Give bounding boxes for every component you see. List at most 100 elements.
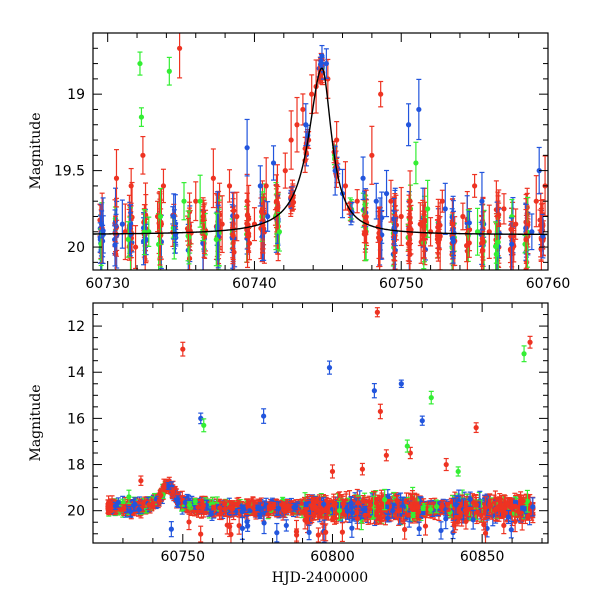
model-curve [93,67,548,236]
top-point [176,45,183,51]
top-point [417,221,423,227]
top-point [439,198,445,204]
top-point [363,214,369,220]
top-point [474,229,481,235]
top-point [300,106,306,113]
top-point [234,213,240,220]
top-point [244,145,250,151]
top-point [434,236,441,242]
bottom-data-points [105,307,536,543]
top-point [137,60,143,67]
top-point [132,244,139,250]
top-light-curve-panel: 60730 60740 60750 60760 19 19.5 20 Magnitude [28,32,571,292]
top-point [294,122,300,128]
top-point [160,183,167,189]
top-point [479,198,485,204]
top-point [303,122,309,128]
top-point [523,236,529,243]
top-point [460,213,466,220]
top-point [501,206,507,212]
top-point [219,221,225,227]
top-point [319,53,325,59]
top-point [119,221,125,227]
top-point [354,198,360,204]
top-point [282,168,288,174]
top-point [270,160,277,166]
x-tick-label: 60740 [232,276,277,292]
top-point [140,238,147,244]
top-axis-ticks: 60730 60740 60750 60760 19 19.5 20 [54,32,571,292]
top-point [407,198,413,204]
top-point [288,137,294,143]
top-point [383,190,390,197]
top-point [128,183,134,189]
top-point [513,221,519,227]
top-point [290,199,297,205]
top-point [405,122,412,128]
top-point [273,198,280,204]
top-point [486,229,492,235]
top-point [377,236,383,242]
top-point [342,183,349,189]
top-point [166,68,172,74]
top-point [231,207,237,214]
top-point [369,152,375,158]
top-point [466,220,472,226]
top-point [112,242,118,248]
top-point [265,213,271,220]
top-point [449,221,456,227]
top-point [533,198,539,204]
top-point [398,213,404,220]
top-point [193,198,199,204]
top-point [276,229,283,235]
top-point [213,236,219,243]
top-point [263,183,269,189]
top-point [230,232,236,238]
top-point [231,249,237,255]
top-point [413,160,419,166]
top-point [450,235,456,241]
top-point [496,212,502,218]
top-point [362,202,368,208]
top-point [425,206,431,212]
top-point [226,183,233,189]
top-point [360,175,366,181]
top-point [323,60,329,67]
top-point [138,114,145,120]
top-point [472,183,478,189]
top-point [171,213,177,220]
top-point [529,229,535,235]
x-tick-label: 60750 [379,276,424,292]
top-point [113,175,120,181]
y-tick-label: 20 [67,240,85,256]
top-point [334,137,340,143]
top-point [479,235,485,242]
top-point [388,198,394,204]
top-data-points [97,33,548,270]
top-point [522,241,528,247]
top-point [157,213,164,220]
top-point [416,106,422,113]
top-point [113,251,119,257]
top-point [257,183,263,189]
top-point [464,243,470,249]
y-tick-label: 19.5 [54,164,85,180]
y-tick-label: 19 [67,87,85,103]
top-point [200,213,206,220]
top-point [197,198,203,204]
top-plot-frame [92,32,549,271]
top-point [181,198,187,204]
top-point [309,91,315,97]
top-point [442,206,448,212]
top-point [210,175,216,181]
top-point [373,198,379,204]
top-point [140,152,146,158]
top-point [508,226,514,232]
top-point [493,243,499,249]
x-tick-label: 60760 [526,276,571,292]
top-point [100,228,106,234]
top-point [125,236,131,243]
x-tick-label: 60730 [85,276,130,292]
